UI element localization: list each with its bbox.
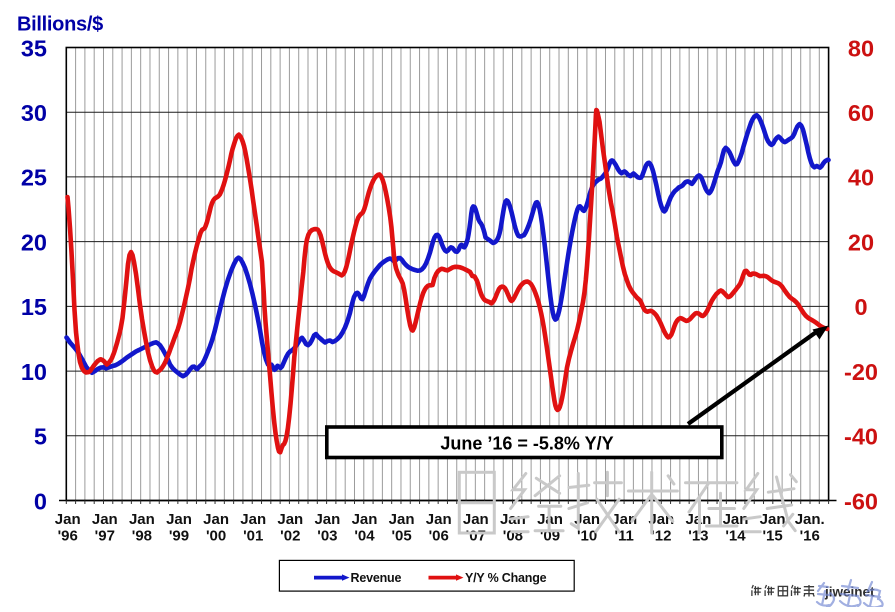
svg-text:0: 0 <box>854 294 867 320</box>
svg-text:35: 35 <box>21 35 47 61</box>
svg-text:15: 15 <box>21 294 47 320</box>
svg-text:60: 60 <box>848 100 874 126</box>
svg-text:'96: '96 <box>58 528 78 545</box>
svg-text:Jan: Jan <box>760 511 786 528</box>
svg-text:'06: '06 <box>429 528 449 545</box>
svg-text:'10: '10 <box>577 528 597 545</box>
svg-text:'15: '15 <box>762 528 782 545</box>
svg-text:25: 25 <box>21 165 47 191</box>
svg-text:Jan: Jan <box>129 511 155 528</box>
svg-text:'01: '01 <box>243 528 263 545</box>
svg-text:20: 20 <box>848 229 874 255</box>
svg-text:Billions/$: Billions/$ <box>17 14 103 36</box>
svg-text:0: 0 <box>34 488 47 514</box>
svg-text:Jan.: Jan. <box>795 511 825 528</box>
svg-text:Jan: Jan <box>203 511 229 528</box>
svg-text:'00: '00 <box>206 528 226 545</box>
svg-text:Jan: Jan <box>352 511 378 528</box>
svg-text:'07: '07 <box>466 528 486 545</box>
svg-text:Jan: Jan <box>92 511 118 528</box>
svg-text:Jan: Jan <box>426 511 452 528</box>
svg-text:June ’16 = -5.8% Y/Y: June ’16 = -5.8% Y/Y <box>440 434 613 454</box>
svg-text:Revenue: Revenue <box>351 571 402 585</box>
svg-text:'98: '98 <box>132 528 152 545</box>
svg-text:Jan: Jan <box>240 511 266 528</box>
svg-text:Jan: Jan <box>463 511 489 528</box>
svg-text:Jan: Jan <box>166 511 192 528</box>
svg-text:Jan: Jan <box>314 511 340 528</box>
svg-text:40: 40 <box>848 165 874 191</box>
svg-text:'03: '03 <box>317 528 337 545</box>
svg-text:Jan: Jan <box>277 511 303 528</box>
svg-text:'02: '02 <box>280 528 300 545</box>
svg-text:10: 10 <box>21 359 47 385</box>
svg-text:Y/Y % Change: Y/Y % Change <box>465 571 547 585</box>
svg-text:Jan: Jan <box>55 511 81 528</box>
svg-text:jiweinet: jiweinet <box>824 585 875 600</box>
svg-text:Jan: Jan <box>574 511 600 528</box>
svg-text:'13: '13 <box>688 528 708 545</box>
svg-text:Jan: Jan <box>723 511 749 528</box>
svg-text:'16: '16 <box>800 528 820 545</box>
svg-text:Jan: Jan <box>389 511 415 528</box>
svg-text:20: 20 <box>21 229 47 255</box>
svg-text:80: 80 <box>848 35 874 61</box>
svg-text:'14: '14 <box>725 528 746 545</box>
svg-text:'99: '99 <box>169 528 189 545</box>
svg-text:Jan: Jan <box>611 511 637 528</box>
svg-text:'05: '05 <box>391 528 411 545</box>
svg-text:5: 5 <box>34 424 47 450</box>
svg-text:-60: -60 <box>844 488 878 514</box>
svg-text:'97: '97 <box>95 528 115 545</box>
svg-text:-20: -20 <box>844 359 878 385</box>
svg-text:30: 30 <box>21 100 47 126</box>
svg-text:'08: '08 <box>503 528 523 545</box>
svg-text:'12: '12 <box>651 528 671 545</box>
svg-text:-40: -40 <box>844 424 878 450</box>
svg-text:'04: '04 <box>354 528 375 545</box>
